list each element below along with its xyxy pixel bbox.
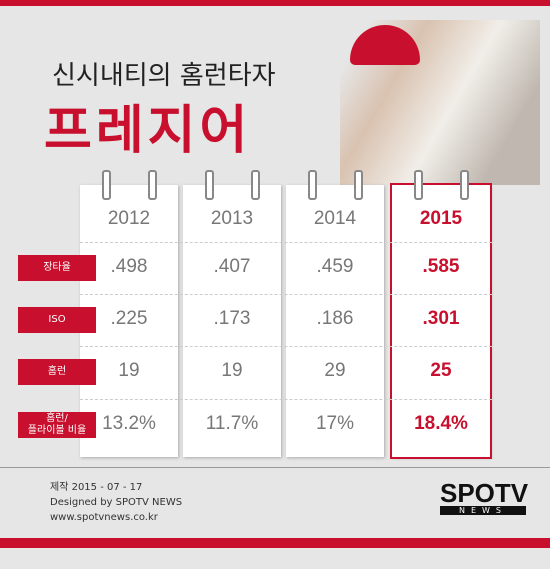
row-label-line: 홈런/ (46, 413, 68, 424)
card (80, 185, 178, 457)
cell: 18.4% (414, 413, 468, 434)
footer: 제작 2015 - 07 - 17 Designed by SPOTV NEWS w… (50, 480, 182, 525)
top-bar (0, 0, 550, 6)
logo-sub: NEWS (440, 506, 526, 515)
ring (460, 170, 469, 200)
row-label-line: ISO (48, 314, 66, 325)
player-photo (340, 20, 540, 185)
row-label: ISO (18, 307, 96, 333)
column-header: 2013 (210, 208, 254, 229)
cell: .225 (110, 308, 148, 329)
cell: .173 (213, 308, 251, 329)
cell: .186 (316, 308, 354, 329)
ring (308, 170, 317, 200)
cell: 19 (221, 360, 243, 381)
row-label: 장타율 (18, 255, 96, 281)
row-separator (80, 346, 492, 347)
cell: 13.2% (102, 413, 156, 434)
subtitle: 프레지어 (44, 101, 252, 161)
card (183, 185, 281, 457)
cell: .585 (422, 256, 460, 277)
logo-main: SPOTV (440, 478, 529, 508)
cell: 25 (430, 360, 452, 381)
row-label: 홈런/플라이볼 비율 (18, 412, 96, 438)
ring (102, 170, 111, 200)
row-label: 홈런 (18, 359, 96, 385)
cell: .498 (110, 256, 148, 277)
column-header: 2015 (419, 208, 463, 229)
column-header: 2014 (313, 208, 357, 229)
ring (354, 170, 363, 200)
card (390, 183, 492, 459)
cell: 29 (324, 360, 346, 381)
row-label-line: 장타율 (43, 262, 71, 273)
row-label-line: 홈런 (47, 366, 67, 377)
cell: .459 (316, 256, 354, 277)
ring (251, 170, 260, 200)
ring (148, 170, 157, 200)
cell: 17% (315, 413, 355, 434)
bottom-bar (0, 538, 550, 548)
title: 신시내티의 홈런타자 (52, 61, 276, 91)
helmet (350, 25, 420, 65)
row-separator (80, 242, 492, 243)
card (286, 185, 384, 457)
ring (414, 170, 423, 200)
row-label-line: 플라이볼 비율 (27, 425, 87, 436)
ring (205, 170, 214, 200)
cell: 11.7% (205, 413, 259, 434)
footer-line: 제작 2015 - 07 - 17 (50, 482, 143, 493)
cell: .301 (422, 308, 460, 329)
row-separator (80, 294, 492, 295)
footer-line: Designed by SPOTV NEWS (50, 497, 183, 508)
footer-line: www.spotvnews.co.kr (50, 512, 158, 523)
cell: .407 (213, 256, 251, 277)
column-header: 2012 (107, 208, 151, 229)
cell: 19 (118, 360, 140, 381)
divider (0, 467, 550, 468)
logo: SPOTV NEWS (440, 478, 529, 515)
row-separator (80, 399, 492, 400)
